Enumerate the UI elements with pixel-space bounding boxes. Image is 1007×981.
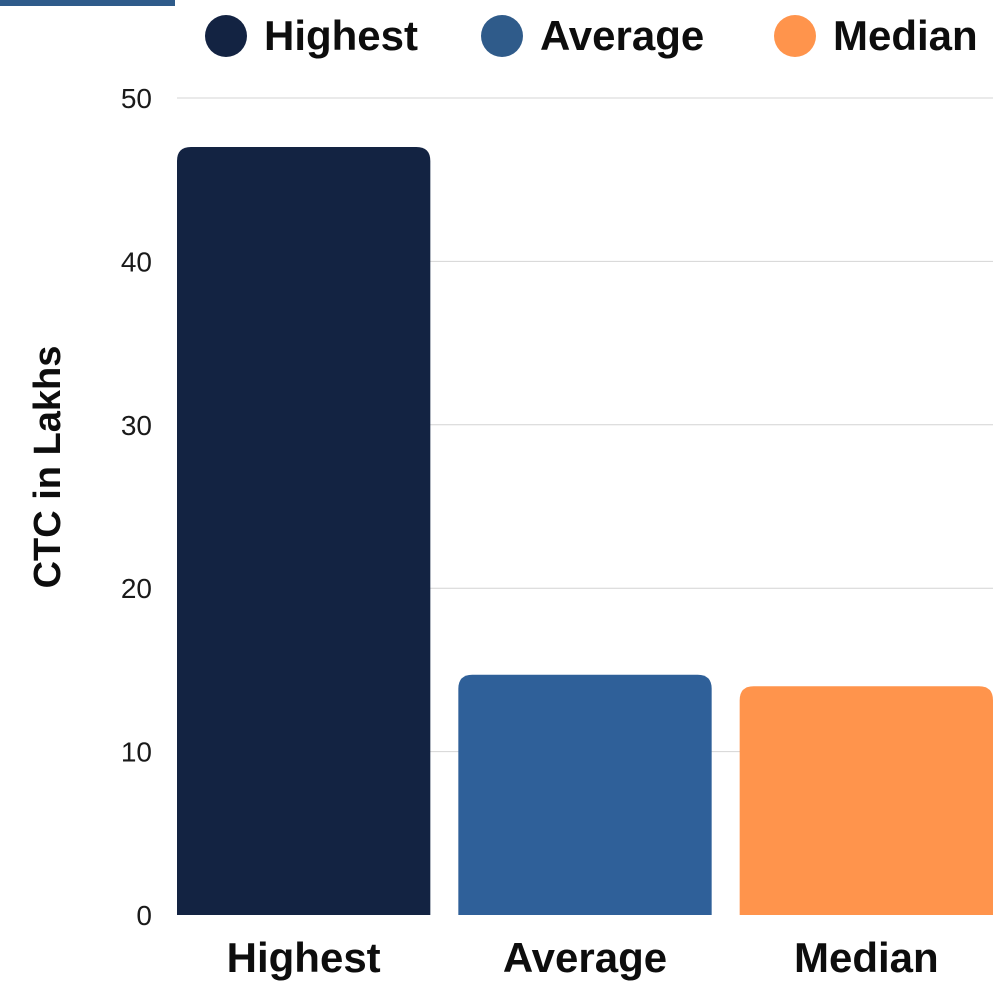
legend-label-highest: Highest xyxy=(264,12,418,59)
legend-label-median: Median xyxy=(833,12,978,59)
legend-label-average: Average xyxy=(540,12,704,59)
y-tick-label: 40 xyxy=(121,246,152,277)
x-category-label: Median xyxy=(794,934,939,981)
x-axis-categories: Highest Average Median xyxy=(227,934,939,981)
y-tick-label: 50 xyxy=(121,83,152,114)
legend-swatch-average xyxy=(481,15,523,57)
x-category-label: Highest xyxy=(227,934,381,981)
y-tick-label: 0 xyxy=(136,900,152,931)
top-accent-bar xyxy=(0,0,175,6)
y-tick-label: 20 xyxy=(121,573,152,604)
bar-average xyxy=(458,674,712,915)
bars xyxy=(177,147,993,915)
x-category-label: Average xyxy=(503,934,667,981)
bar-highest xyxy=(177,147,431,915)
y-tick-label: 30 xyxy=(121,410,152,441)
y-axis-ticks: 0 10 20 30 40 50 xyxy=(121,83,152,931)
y-axis-label: CTC in Lakhs xyxy=(27,346,69,589)
legend-swatch-median xyxy=(774,15,816,57)
legend-swatch-highest xyxy=(205,15,247,57)
bar-median xyxy=(739,686,993,915)
y-tick-label: 10 xyxy=(121,737,152,768)
legend: Highest Average Median xyxy=(205,12,978,59)
